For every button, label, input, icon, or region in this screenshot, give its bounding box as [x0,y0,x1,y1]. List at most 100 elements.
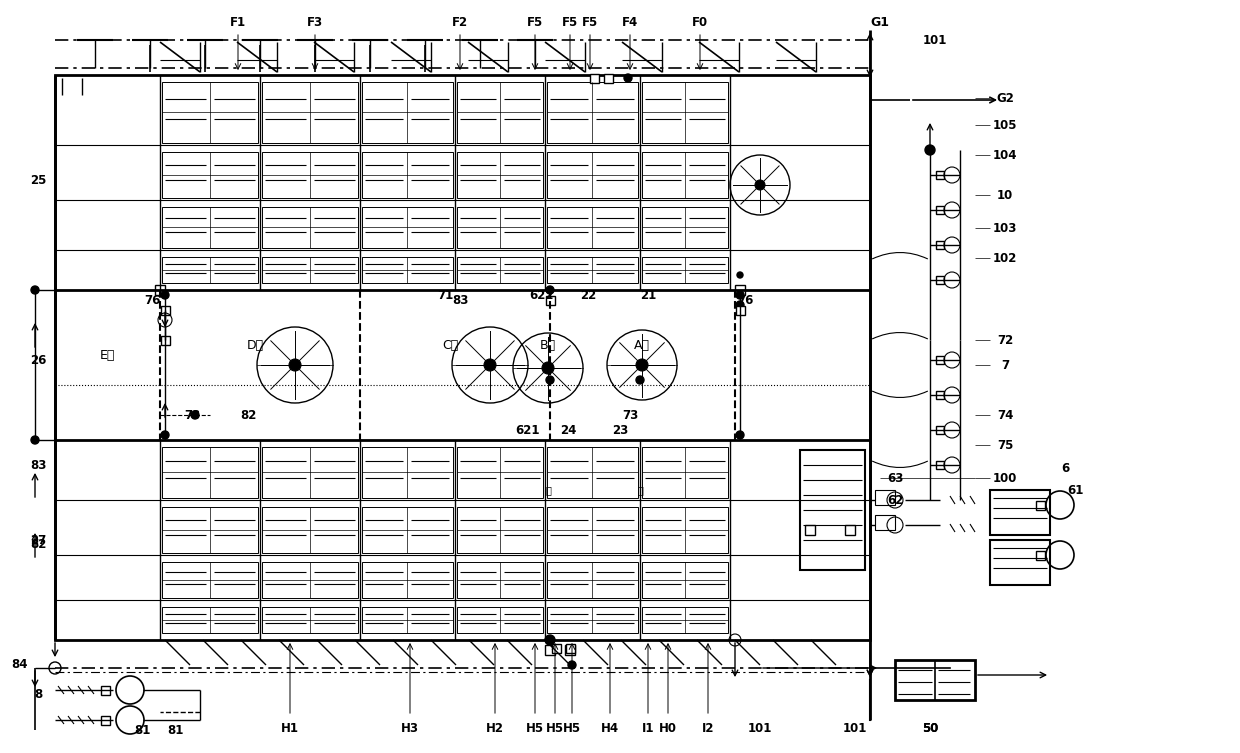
Text: F3: F3 [308,16,324,29]
Circle shape [542,362,554,374]
Circle shape [546,635,556,645]
Text: H4: H4 [601,721,619,734]
Bar [262,447,358,498]
Bar [262,82,358,143]
Bar [936,171,944,179]
Text: F5: F5 [527,16,543,29]
Text: 102: 102 [993,252,1017,264]
Text: 10: 10 [997,188,1013,202]
Text: B池: B池 [539,339,556,352]
Circle shape [161,291,169,299]
Text: F5: F5 [562,16,578,29]
Bar [642,562,728,598]
Text: E池: E池 [99,349,114,361]
Bar [458,82,543,143]
Bar [844,525,856,535]
Circle shape [737,431,744,439]
Circle shape [31,286,38,294]
Bar [604,74,613,83]
Text: 84: 84 [11,659,29,672]
Circle shape [161,431,169,439]
Bar [642,257,728,283]
Bar [642,607,728,633]
Bar [936,461,944,469]
Bar [936,391,944,399]
Bar [990,540,1050,585]
Bar [362,562,453,598]
Circle shape [546,286,554,294]
Bar [362,82,453,143]
Circle shape [484,359,496,371]
Bar [990,490,1050,535]
Circle shape [755,180,765,190]
Bar [100,716,110,725]
Bar [642,207,728,248]
Bar [55,75,870,640]
Text: 8: 8 [33,688,42,702]
Bar [162,257,258,283]
Text: 27: 27 [30,533,46,547]
Text: 622: 622 [529,288,554,301]
Bar [162,152,258,198]
Text: F2: F2 [451,16,467,29]
Bar [155,285,165,295]
Bar [262,152,358,198]
Text: 池: 池 [637,485,642,495]
Text: A池: A池 [634,339,650,352]
Bar [362,507,453,553]
Bar [805,525,815,535]
Bar [162,607,258,633]
Text: F1: F1 [229,16,246,29]
Text: 72: 72 [997,334,1013,346]
Circle shape [546,376,554,384]
Text: 103: 103 [993,221,1017,234]
Text: F4: F4 [622,16,639,29]
Circle shape [636,359,649,371]
Bar [1035,501,1045,510]
Bar [547,82,639,143]
Text: 81: 81 [134,724,150,736]
Text: 76: 76 [144,294,160,306]
Text: I1: I1 [642,721,655,734]
Text: 76: 76 [737,294,753,306]
Circle shape [191,411,198,419]
Text: D池: D池 [247,339,264,352]
Text: 75: 75 [997,438,1013,452]
Bar [458,207,543,248]
Text: 104: 104 [993,148,1017,161]
Circle shape [636,376,644,384]
Bar [161,336,170,345]
Text: 50: 50 [921,721,939,734]
Text: 62: 62 [887,493,903,507]
Text: 74: 74 [997,408,1013,422]
Bar [262,607,358,633]
Text: 83: 83 [30,459,46,471]
Text: H3: H3 [401,721,419,734]
Circle shape [568,661,577,669]
Text: 101: 101 [923,33,947,47]
Text: 83: 83 [451,294,469,306]
Text: 101: 101 [843,721,867,734]
Bar [262,507,358,553]
Bar [800,450,866,570]
Bar [590,74,599,83]
Text: 26: 26 [30,353,46,367]
Bar [162,447,258,498]
Bar [936,206,944,214]
Bar [737,306,745,315]
Text: 71: 71 [436,288,453,301]
Circle shape [737,291,744,299]
Bar [546,296,556,305]
Bar [362,207,453,248]
Bar [57,80,67,90]
Text: G2: G2 [996,92,1014,105]
Text: 100: 100 [993,471,1017,484]
Text: I2: I2 [702,721,714,734]
Bar [547,152,639,198]
Text: 24: 24 [559,423,577,437]
Bar [547,257,639,283]
Bar [458,607,543,633]
Bar [547,562,639,598]
Text: 22: 22 [580,288,596,301]
Text: 73: 73 [622,408,639,422]
